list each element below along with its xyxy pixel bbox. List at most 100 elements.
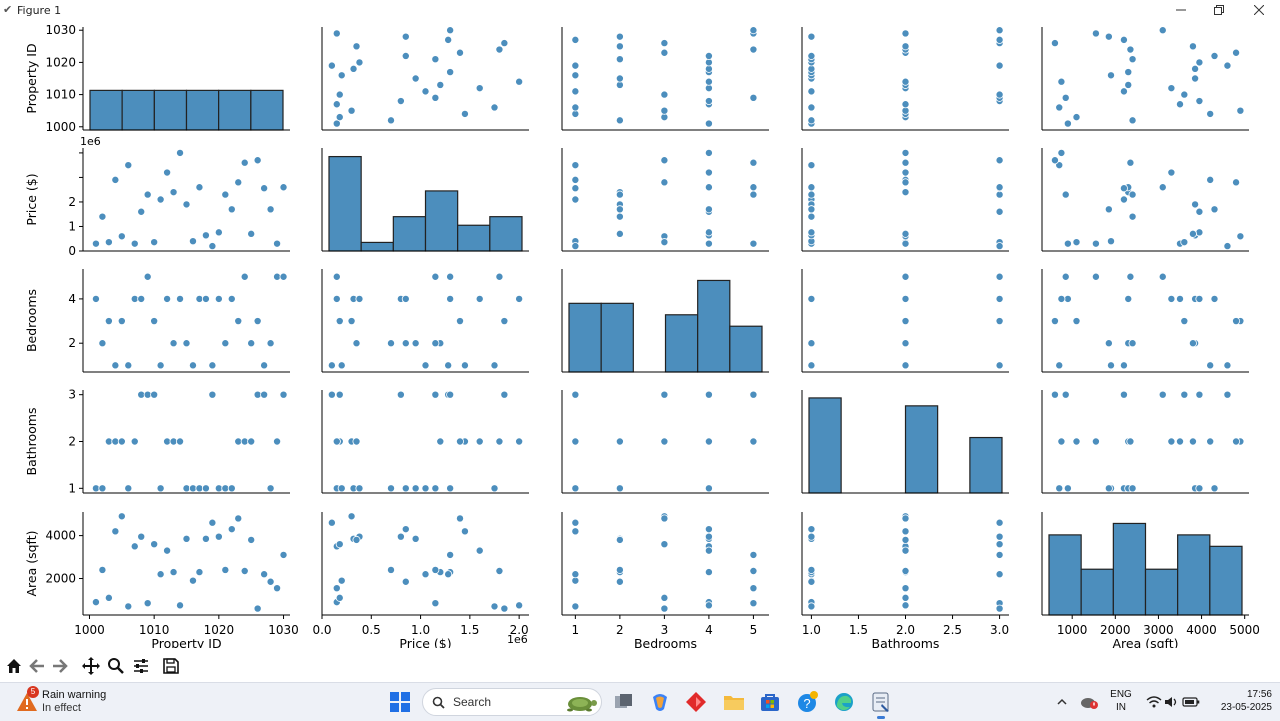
ytick-label-1-0: 0 <box>68 244 76 258</box>
store-button[interactable] <box>756 688 784 716</box>
hist-bar-2-1 <box>600 302 634 373</box>
edge-browser-button[interactable] <box>830 688 858 716</box>
point-4-2-26 <box>571 570 580 579</box>
point-2-1-22 <box>455 317 464 326</box>
point-4-1-3 <box>460 527 469 536</box>
app-red-button[interactable] <box>682 688 710 716</box>
point-0-4-18 <box>1223 61 1232 70</box>
point-1-4-18 <box>1223 242 1232 251</box>
point-0-1-6 <box>332 100 341 109</box>
point-2-3-24 <box>901 339 910 348</box>
weather-title: Rain warning <box>42 689 107 701</box>
start-button[interactable] <box>386 688 414 716</box>
ytick-label-2-1: 4 <box>68 292 76 306</box>
point-2-0-10 <box>156 361 165 370</box>
battery-button[interactable] <box>1177 688 1205 716</box>
store-icon <box>761 694 779 711</box>
point-4-0-17 <box>201 534 210 543</box>
point-1-4-1 <box>1128 212 1137 221</box>
ytick-label-3-2: 3 <box>68 388 76 402</box>
point-2-4-25 <box>1050 317 1059 326</box>
point-3-4-27 <box>1104 484 1113 493</box>
point-4-0-14 <box>182 534 191 543</box>
point-0-2-5 <box>571 103 580 112</box>
point-2-0-11 <box>163 294 172 303</box>
language-indicator[interactable]: ENG IN <box>1108 688 1134 714</box>
point-2-0-25 <box>253 317 262 326</box>
point-4-3-29 <box>995 550 1004 559</box>
help-button[interactable]: ? <box>793 688 821 716</box>
xlabel-4: Area (sqft) <box>1112 636 1178 648</box>
point-4-1-20 <box>431 565 440 574</box>
point-4-2-23 <box>749 567 758 576</box>
point-0-1-26 <box>444 35 453 44</box>
point-1-4-7 <box>1195 207 1204 216</box>
forward-button[interactable] <box>49 655 71 677</box>
point-2-3-13 <box>901 294 910 303</box>
point-0-1-7 <box>396 97 405 106</box>
volume-button[interactable] <box>1158 688 1186 716</box>
point-1-3-11 <box>901 168 910 177</box>
point-4-3-22 <box>901 514 910 523</box>
xtick-label-2-4: 5 <box>750 623 758 637</box>
point-1-4-21 <box>1210 205 1219 214</box>
point-4-2-19 <box>704 532 713 541</box>
file-explorer-button[interactable] <box>720 688 748 716</box>
configure-subplots-button[interactable] <box>130 655 152 677</box>
weather-subtitle: In effect <box>42 702 81 714</box>
task-view-button[interactable] <box>610 688 638 716</box>
subplot-3-1 <box>321 390 529 494</box>
pan-button[interactable] <box>80 655 102 677</box>
point-4-3-24 <box>901 535 910 544</box>
point-1-0-4 <box>117 232 126 241</box>
xlabel-0: Property ID <box>151 636 221 648</box>
system-clock[interactable]: 17:56 23-05-2025 <box>1200 688 1272 714</box>
save-figure-button[interactable] <box>160 655 182 677</box>
pairplot-figure[interactable]: 1000 1010 1020 1030 Property ID 0 1 2 Price ($) 2… <box>0 20 1280 648</box>
point-1-0-26 <box>260 184 269 193</box>
point-4-0-12 <box>169 568 178 577</box>
point-0-4-15 <box>1107 71 1116 80</box>
point-0-4-0 <box>1063 119 1072 128</box>
point-1-4-8 <box>1061 190 1070 199</box>
point-1-4-0 <box>1063 239 1072 248</box>
point-0-2-25 <box>660 39 669 48</box>
point-4-0-5 <box>124 602 133 611</box>
tray-app-button[interactable] <box>1075 688 1103 716</box>
weather-widget[interactable]: 5 Rain warning In effect <box>14 686 124 715</box>
copilot-button[interactable] <box>646 688 674 716</box>
point-1-0-17 <box>201 231 210 240</box>
xlabel-2: Bedrooms <box>634 636 697 648</box>
close-button[interactable] <box>1240 0 1278 20</box>
point-2-3-25 <box>995 317 1004 326</box>
maximize-button[interactable] <box>1200 0 1238 20</box>
point-4-0-2 <box>104 593 113 602</box>
point-0-1-21 <box>401 51 410 60</box>
point-2-0-4 <box>117 317 126 326</box>
show-hidden-icons-button[interactable] <box>1048 688 1076 716</box>
point-4-3-2 <box>901 593 910 602</box>
point-3-1-16 <box>446 484 455 493</box>
point-2-4-9 <box>1180 317 1189 326</box>
point-2-1-26 <box>444 361 453 370</box>
point-2-1-21 <box>401 294 410 303</box>
hist-bar-1-4 <box>457 224 491 252</box>
python-app-button[interactable] <box>867 688 895 716</box>
wifi-button[interactable] <box>1140 688 1168 716</box>
point-2-3-29 <box>995 272 1004 281</box>
hist-bar-1-5 <box>489 216 523 252</box>
point-0-4-16 <box>1124 68 1133 77</box>
ytick-label-0-2: 1020 <box>45 55 76 69</box>
point-0-1-19 <box>355 58 364 67</box>
point-0-2-29 <box>749 26 758 35</box>
zoom-button[interactable] <box>105 655 127 677</box>
ytick-label-3-1: 2 <box>68 435 76 449</box>
minimize-button[interactable] <box>1162 0 1200 20</box>
xtick-label-4-3: 4000 <box>1186 623 1217 637</box>
back-button[interactable] <box>26 655 48 677</box>
point-3-4-25 <box>1050 390 1059 399</box>
point-1-4-22 <box>1232 178 1241 187</box>
subplot-2-1 <box>321 269 529 373</box>
home-button[interactable] <box>3 655 25 677</box>
taskbar-search[interactable]: Search <box>422 688 602 716</box>
